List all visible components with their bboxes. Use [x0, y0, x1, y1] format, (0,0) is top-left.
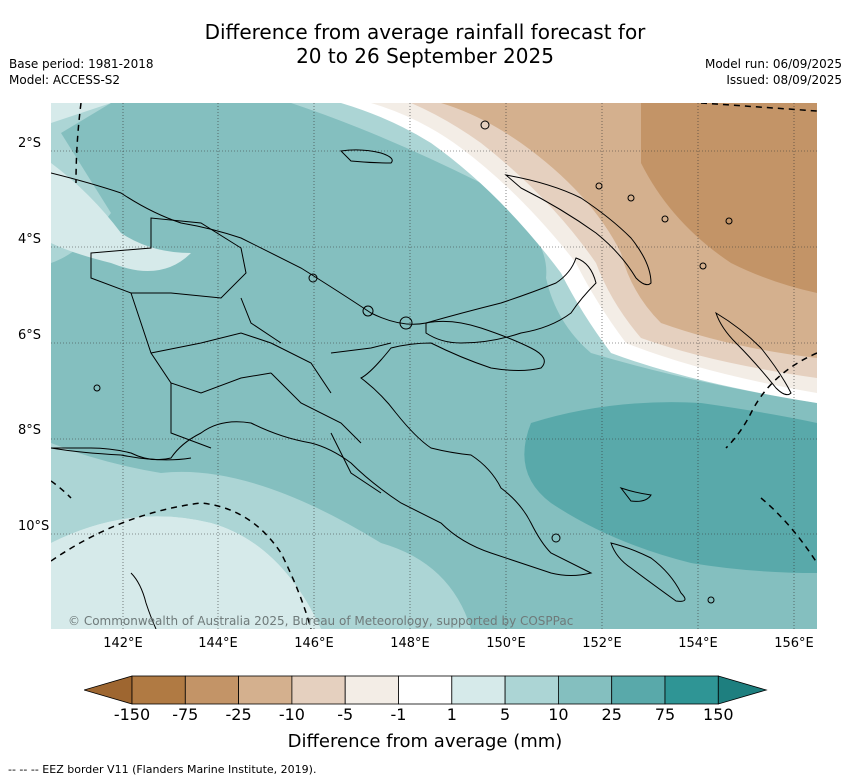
legend-swatch: [504, 675, 559, 705]
lat-label: 6°S: [18, 328, 42, 343]
lat-label: 8°S: [18, 423, 42, 438]
lon-label: 146°E: [294, 636, 334, 651]
legend-swatch: [664, 675, 719, 705]
lon-label: 150°E: [486, 636, 526, 651]
legend-swatch: [131, 675, 186, 705]
rainfall-map[interactable]: [51, 103, 817, 629]
legend-tick: -150: [113, 705, 151, 724]
legend-swatch: [344, 675, 399, 705]
title-line-2: 20 to 26 September 2025: [296, 44, 554, 68]
lon-label: 148°E: [390, 636, 430, 651]
legend-swatch: [84, 675, 133, 705]
legend-tick: 25: [601, 705, 622, 724]
map-canvas: [51, 103, 817, 629]
graticule: [51, 103, 817, 629]
legend-tick: 1: [446, 705, 457, 724]
legend-swatch: [238, 675, 293, 705]
run-info: Model run: 06/09/2025 Issued: 08/09/2025: [705, 56, 842, 88]
legend-tick: 10: [548, 705, 569, 724]
model-name: Model: ACCESS-S2: [9, 73, 121, 87]
lon-label: 142°E: [103, 636, 143, 651]
legend-tick: -5: [337, 705, 354, 724]
lon-label: 156°E: [774, 636, 814, 651]
legend-tick: 5: [500, 705, 511, 724]
lon-label: 152°E: [582, 636, 622, 651]
lat-label: 4°S: [18, 232, 42, 247]
issued-date: Issued: 08/09/2025: [726, 73, 842, 87]
title-line-1: Difference from average rainfall forecas…: [204, 20, 646, 44]
legend-swatch: [557, 675, 613, 705]
legend-tick: 75: [654, 705, 676, 724]
legend-title: Difference from average (mm): [287, 731, 563, 752]
eez-footnote: -- -- -- EEZ border V11 (Flanders Marine…: [8, 763, 317, 776]
copyright-notice: © Commonwealth of Australia 2025, Bureau…: [68, 614, 574, 628]
lat-label: 10°S: [18, 519, 50, 534]
legend-swatch: [611, 675, 666, 705]
coastlines: [51, 120, 792, 629]
legend-swatch: [451, 675, 506, 705]
legend-swatch: [291, 675, 346, 705]
lat-label: 2°S: [18, 136, 42, 151]
legend-swatch: [398, 675, 453, 705]
map-title: Difference from average rainfall forecas…: [0, 20, 850, 68]
base-period: Base period: 1981-2018: [9, 57, 154, 71]
eez-borders: [51, 103, 817, 629]
contour-fills: [51, 103, 817, 629]
legend-tick: -1: [390, 705, 407, 724]
legend-tick: -25: [225, 705, 252, 724]
legend-tick: -10: [278, 705, 305, 724]
lon-label: 154°E: [678, 636, 718, 651]
lon-label: 144°E: [198, 636, 238, 651]
legend-tick: -75: [172, 705, 199, 724]
province-borders: [90, 217, 392, 494]
legend-swatch: [184, 675, 240, 705]
model-run: Model run: 06/09/2025: [704, 57, 842, 71]
model-info: Base period: 1981-2018 Model: ACCESS-S2: [9, 56, 154, 88]
color-legend: [84, 675, 768, 705]
legend-tick: 150: [703, 705, 734, 724]
legend-swatch: [717, 675, 768, 705]
